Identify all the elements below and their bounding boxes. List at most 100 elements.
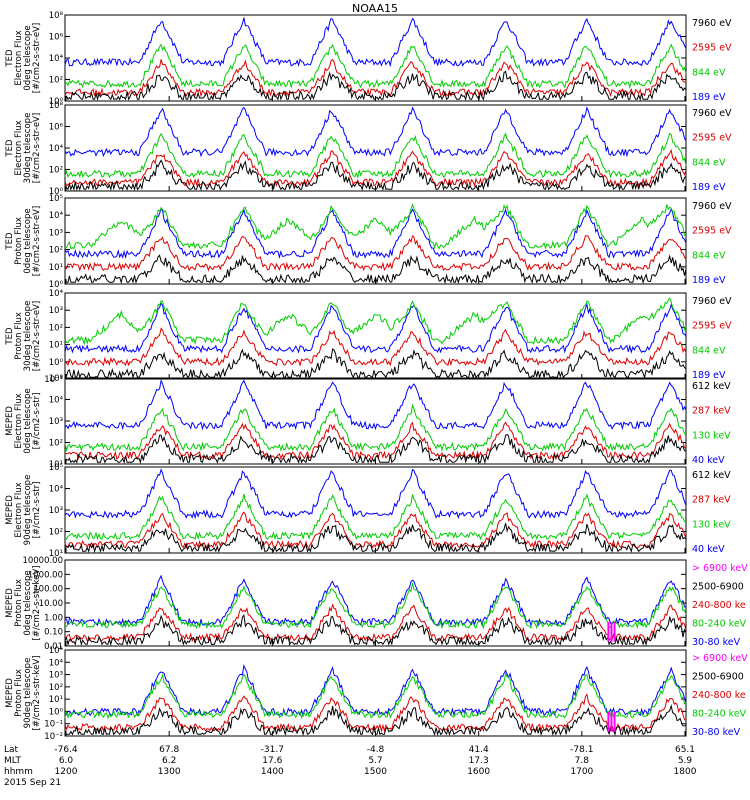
panel-8: 10⁻² 10⁻¹ 10⁰ 10¹ 10² 10³ 10⁴ 10⁵ MEPED Proton Fl… (5, 646, 748, 742)
y-tick-label: 10¹ (49, 341, 63, 351)
y-axis-label-line: Electron Flux (14, 393, 24, 448)
legend-entry: 30-80 keV (692, 637, 741, 648)
data-trace (64, 574, 687, 628)
y-tick-label: 10⁵ (49, 463, 63, 473)
x-row-label: hhmm (4, 767, 33, 777)
data-trace (64, 43, 687, 90)
legend-entry: 30-80 keV (692, 727, 741, 738)
data-trace (64, 583, 687, 630)
legend-entry: > 6900 keV (692, 563, 748, 574)
legend-entry: 40 keV (692, 455, 725, 466)
data-trace (64, 59, 687, 98)
y-axis-label-line: [#/cm2-s-str-eV] (32, 23, 42, 93)
legend-entry: 287 keV (692, 406, 731, 417)
y-tick-label: 10⁴ (49, 396, 64, 406)
data-trace (64, 664, 687, 718)
data-trace (64, 302, 687, 354)
y-tick-label: 10⁶ (49, 33, 64, 43)
panel-3: 10⁰ 10¹ 10² 10³ 10⁴ 10⁵ TED Proton Flux 0deg tel… (5, 194, 732, 290)
x-tick-label-lat: 41.4 (469, 745, 489, 755)
y-axis-label-line: [#/cm2-s-str-eV] (32, 113, 42, 183)
data-trace (64, 348, 687, 380)
legend-entry: 80-240 keV (692, 709, 747, 720)
y-axis-label-line: Electron Flux (14, 482, 24, 537)
y-axis-label-line: [#/cm2-s-str-eV] (32, 301, 42, 371)
panel-frame (64, 559, 687, 647)
y-tick-label: 10² (49, 683, 63, 693)
panel-2: 10⁰ 10² 10⁴ 10⁶ 10⁸ TED Electron Flux 30deg tel… (5, 101, 732, 197)
y-axis-label-line: Electron Flux (14, 30, 24, 85)
data-trace (64, 254, 687, 285)
legend-entry: 287 keV (692, 495, 731, 506)
y-tick-label: 10.00 (39, 599, 63, 609)
y-axis-label-line: 90deg telescope (23, 658, 33, 729)
x-tick-label-hhmm: 1600 (467, 767, 490, 777)
y-axis-label-line: [#/cm2-s-str-eV] (32, 206, 42, 276)
y-tick-label: 10⁻¹ (44, 375, 63, 385)
data-trace (64, 603, 687, 643)
y-tick-label: 10⁰ (49, 707, 64, 717)
x-tick-label-lat: -31.7 (261, 745, 284, 755)
panel-1: 10⁰ 10² 10⁴ 10⁶ 10⁸ TED Electron Flux 0deg tele… (5, 11, 732, 107)
panel-7: 0.01 0.10 1.00 10.00 100.00 1000.00 10000.00 ME… (5, 556, 748, 652)
x-tick-label-lat: 65.1 (675, 745, 695, 755)
legend-entry: 130 keV (692, 519, 731, 530)
y-tick-label: 10000.00 (22, 556, 63, 566)
x-tick-label-mlt: 6.2 (162, 756, 176, 766)
legend-entry: 2500-6900 (692, 582, 744, 593)
data-trace (64, 327, 687, 367)
y-tick-label: 1.00 (44, 613, 63, 623)
y-axis-label-line: Electron Flux (14, 120, 24, 175)
legend-entry: 2595 eV (692, 133, 732, 144)
legend-entry: 7960 eV (692, 201, 732, 212)
legend-entry: 2595 eV (692, 43, 732, 54)
x-tick-label-lat: -76.4 (54, 745, 78, 755)
y-tick-label: 10³ (49, 306, 63, 316)
legend-entry: 189 eV (692, 370, 726, 381)
x-tick-label-mlt: 17.6 (262, 756, 282, 766)
data-trace (64, 106, 687, 158)
y-axis-label-line: MEPED (5, 495, 15, 525)
x-tick-label-hhmm: 1800 (674, 767, 697, 777)
y-tick-label: 0.10 (44, 628, 63, 638)
legend-entry: 189 eV (692, 182, 726, 193)
y-axis-label-line: Proton Flux (14, 669, 24, 717)
data-trace (64, 613, 687, 647)
y-tick-label: 10³ (49, 228, 63, 238)
x-axis: LatMLThhmm-76.46.0120067.86.21300-31.717… (4, 745, 697, 788)
panel-5: 10¹ 10² 10³ 10⁴ 10⁸ MEPED Electron Flux 0deg te… (5, 374, 731, 470)
x-tick-label-mlt: 5.7 (368, 756, 382, 766)
y-axis-label-line: 0deg telescope (23, 208, 33, 273)
x-tick-label-mlt: 6.0 (59, 756, 74, 766)
y-axis-label-line: TED (5, 327, 15, 346)
y-tick-label: 10¹ (49, 549, 63, 559)
y-tick-label: 10² (49, 528, 63, 538)
panel-4: 10⁻¹ 10⁰ 10¹ 10² 10³ 10⁴ TED Proton Flux 30deg t… (5, 289, 732, 385)
y-axis-label-line: 30deg telescope (23, 113, 33, 184)
y-tick-label: 10⁶ (49, 123, 64, 133)
panel-frame (64, 377, 687, 465)
data-trace (64, 403, 687, 453)
data-trace (64, 468, 687, 520)
y-axis-label-line: 0deg telescope (23, 570, 33, 635)
x-tick-label-lat: -4.8 (367, 745, 385, 755)
y-tick-label: 0.01 (44, 642, 63, 652)
y-axis-label-line: MEPED (5, 406, 15, 436)
x-tick-label-mlt: 7.8 (575, 756, 590, 766)
y-axis-label-line: [#/cm2-s-str] (32, 482, 42, 539)
x-tick-label-hhmm: 1700 (570, 767, 593, 777)
panel-frame (64, 649, 687, 737)
data-trace (64, 70, 687, 102)
x-tick-label-lat: -78.1 (570, 745, 593, 755)
data-trace (64, 132, 687, 179)
y-axis-label-line: [#/cm2-s-str-keV] (32, 566, 42, 641)
y-tick-label: 10¹ (49, 460, 63, 470)
chart-title: NOAA15 (352, 2, 398, 15)
y-tick-label: 10³ (49, 671, 63, 681)
y-tick-label: 10⁰ (49, 97, 64, 107)
data-trace (64, 421, 687, 461)
data-trace (64, 148, 687, 188)
y-tick-label: 10⁵ (49, 194, 63, 204)
x-tick-label-hhmm: 1200 (55, 767, 78, 777)
